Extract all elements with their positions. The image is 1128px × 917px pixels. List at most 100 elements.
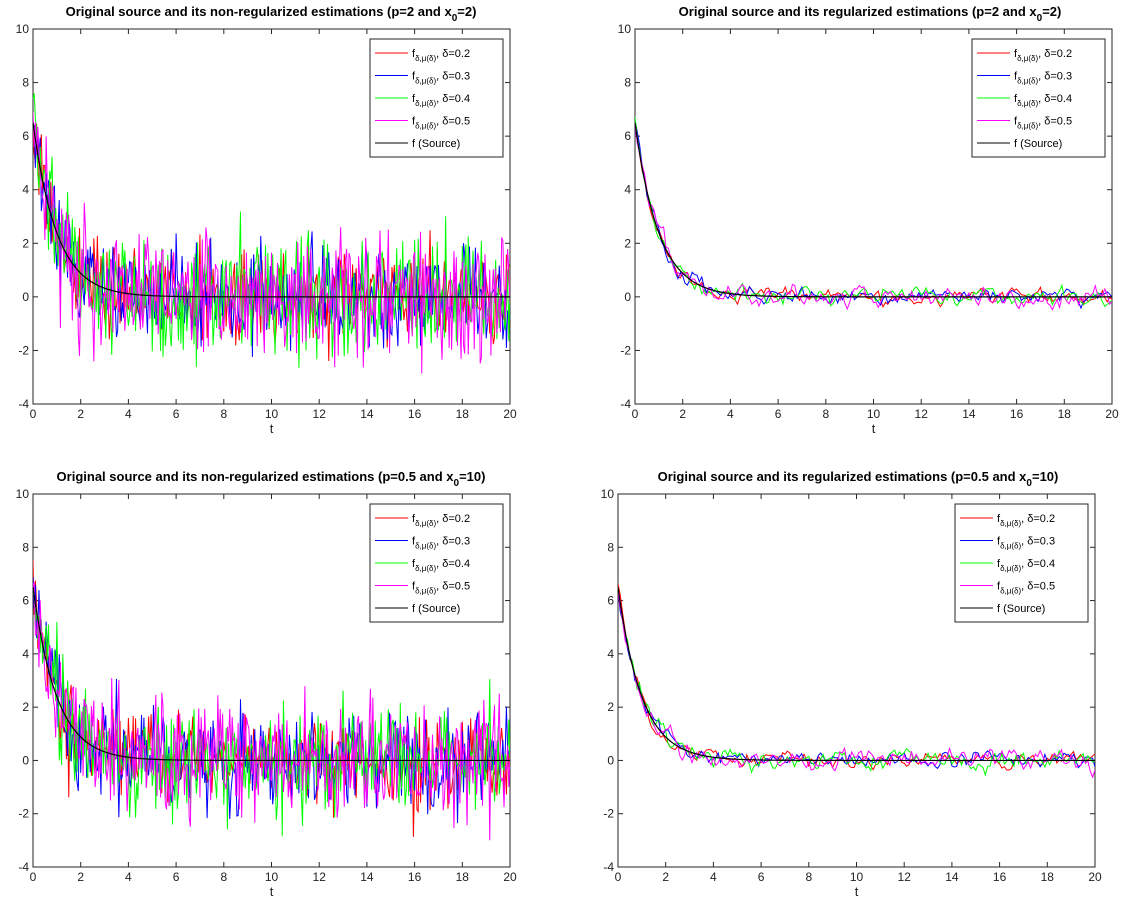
legend-entry: fδ,μ(δ), δ=0.5 — [412, 116, 470, 131]
y-tick-label: 8 — [624, 76, 631, 90]
series-line-4 — [33, 582, 510, 841]
x-tick-label: 18 — [1041, 870, 1055, 884]
legend-entry: f (Source) — [1014, 138, 1062, 150]
y-tick-label: -2 — [620, 343, 631, 357]
x-tick-label: 0 — [30, 407, 37, 421]
x-tick-label: 6 — [775, 407, 782, 421]
y-tick-label: -2 — [18, 343, 29, 357]
y-tick-label: 0 — [624, 290, 631, 304]
series-line-2 — [33, 122, 510, 357]
x-tick-label: 12 — [915, 407, 929, 421]
x-tick-label: 4 — [125, 407, 132, 421]
x-tick-label: 4 — [727, 407, 734, 421]
legend: fδ,μ(δ), δ=0.2 fδ,μ(δ), δ=0.3 fδ,μ(δ), δ=0… — [369, 38, 504, 158]
legend-entry: fδ,μ(δ), δ=0.4 — [1014, 93, 1072, 108]
legend-entry: fδ,μ(δ), δ=0.3 — [412, 71, 470, 86]
series-line-5 — [635, 122, 1112, 298]
x-tick-label: 14 — [360, 870, 374, 884]
x-tick-label: 6 — [173, 870, 180, 884]
legend-entry: fδ,μ(δ), δ=0.5 — [1014, 116, 1072, 131]
legend-entry: fδ,μ(δ), δ=0.4 — [412, 93, 470, 108]
legend: fδ,μ(δ), δ=0.2 fδ,μ(δ), δ=0.3 fδ,μ(δ), δ=0… — [971, 38, 1106, 158]
legend-entry: fδ,μ(δ), δ=0.4 — [412, 558, 470, 573]
x-tick-label: 6 — [173, 407, 180, 421]
x-tick-label: 20 — [503, 407, 517, 421]
x-tick-label: 10 — [265, 407, 279, 421]
y-tick-label: 2 — [607, 700, 614, 714]
y-tick-label: 0 — [22, 753, 29, 767]
chart-title: Original source and its non-regularized … — [57, 469, 486, 489]
y-tick-label: -2 — [18, 807, 29, 821]
x-axis-label: t — [270, 421, 274, 436]
x-tick-label: 8 — [805, 870, 812, 884]
legend-entry: fδ,μ(δ), δ=0.2 — [412, 48, 470, 63]
y-tick-label: 6 — [624, 129, 631, 143]
x-tick-label: 16 — [1010, 407, 1024, 421]
x-tick-label: 16 — [408, 870, 422, 884]
chart-panel-1: Original source and its non-regularized … — [16, 4, 517, 436]
y-tick-label: 2 — [22, 236, 29, 250]
series-line-4 — [33, 112, 510, 374]
x-tick-label: 20 — [1105, 407, 1119, 421]
y-tick-label: 6 — [22, 594, 29, 608]
y-tick-label: 10 — [601, 487, 615, 501]
x-tick-label: 10 — [867, 407, 881, 421]
x-tick-label: 14 — [962, 407, 976, 421]
x-tick-label: 18 — [456, 870, 470, 884]
y-tick-label: -4 — [18, 860, 29, 874]
x-tick-label: 4 — [125, 870, 132, 884]
series-line-4 — [635, 126, 1112, 311]
legend: fδ,μ(δ), δ=0.2 fδ,μ(δ), δ=0.3 fδ,μ(δ), δ=0… — [369, 503, 504, 623]
x-tick-label: 0 — [30, 870, 37, 884]
x-tick-label: 18 — [1058, 407, 1072, 421]
y-tick-label: 2 — [624, 236, 631, 250]
legend-entry: fδ,μ(δ), δ=0.3 — [412, 536, 470, 551]
x-tick-label: 14 — [945, 870, 959, 884]
chart-panel-4: Original source and its regularized esti… — [601, 469, 1102, 899]
legend-entry: fδ,μ(δ), δ=0.2 — [412, 513, 470, 528]
y-tick-label: 6 — [22, 129, 29, 143]
series-line-5 — [33, 587, 510, 762]
x-tick-label: 20 — [503, 870, 517, 884]
x-tick-label: 2 — [662, 870, 669, 884]
series-line-3 — [33, 591, 510, 837]
x-axis-label: t — [270, 884, 274, 899]
series-line-5 — [618, 587, 1095, 762]
legend-entry: fδ,μ(δ), δ=0.2 — [997, 513, 1055, 528]
x-tick-label: 20 — [1088, 870, 1102, 884]
x-tick-label: 2 — [77, 870, 84, 884]
y-tick-label: 10 — [16, 22, 30, 36]
y-tick-label: 0 — [22, 290, 29, 304]
x-tick-label: 16 — [993, 870, 1007, 884]
y-tick-label: 8 — [22, 540, 29, 554]
legend-entry: f (Source) — [412, 603, 460, 615]
chart-panel-3: Original source and its non-regularized … — [16, 469, 517, 899]
x-tick-label: 10 — [850, 870, 864, 884]
y-tick-label: 10 — [16, 487, 30, 501]
series-line-3 — [618, 589, 1095, 777]
x-tick-label: 2 — [679, 407, 686, 421]
x-tick-label: 12 — [313, 407, 327, 421]
y-tick-label: 8 — [22, 76, 29, 90]
y-tick-label: 2 — [22, 700, 29, 714]
x-tick-label: 4 — [710, 870, 717, 884]
chart-title: Original source and its non-regularized … — [66, 4, 477, 24]
x-tick-label: 18 — [456, 407, 470, 421]
legend: fδ,μ(δ), δ=0.2 fδ,μ(δ), δ=0.3 fδ,μ(δ), δ=0… — [954, 503, 1089, 623]
y-tick-label: 4 — [607, 647, 614, 661]
chart-title: Original source and its regularized esti… — [658, 469, 1059, 489]
legend-entry: f (Source) — [412, 138, 460, 150]
x-tick-label: 2 — [77, 407, 84, 421]
y-tick-label: -2 — [603, 807, 614, 821]
x-axis-label: t — [872, 421, 876, 436]
chart-title: Original source and its regularized esti… — [679, 4, 1062, 24]
x-tick-label: 12 — [313, 870, 327, 884]
y-tick-label: 8 — [607, 540, 614, 554]
legend-entry: fδ,μ(δ), δ=0.4 — [997, 558, 1055, 573]
legend-entry: fδ,μ(δ), δ=0.3 — [1014, 71, 1072, 86]
y-tick-label: 4 — [22, 647, 29, 661]
x-tick-label: 10 — [265, 870, 279, 884]
y-tick-label: 0 — [607, 753, 614, 767]
x-tick-label: 16 — [408, 407, 422, 421]
